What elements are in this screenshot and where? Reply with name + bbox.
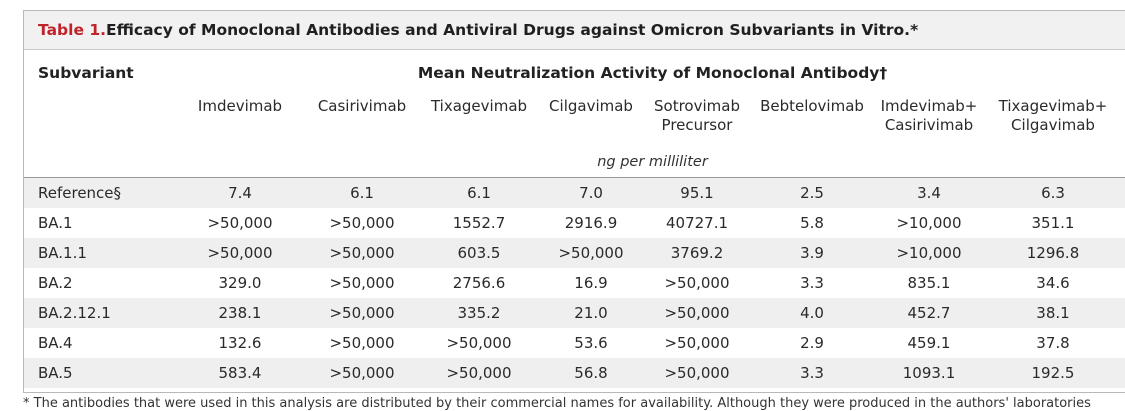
table-cell: >10,000: [896, 244, 962, 262]
column-headers: Imdevimab Casirivimab Tixagevimab Cilgavima…: [24, 97, 1125, 153]
units-label: ng per milliliter: [597, 154, 708, 170]
table-cell: >50,000: [329, 334, 395, 352]
table-cell: 6.1: [467, 184, 491, 202]
row-label: BA.2.12.1: [38, 304, 111, 322]
table-footnote: * The antibodies that were used in this …: [23, 396, 1091, 411]
column-header: Imdevimab: [197, 97, 283, 115]
table-cell: >50,000: [329, 274, 395, 292]
table-cell: >50,000: [329, 244, 395, 262]
table-cell: >50,000: [664, 334, 730, 352]
table-cell: >50,000: [329, 214, 395, 232]
table-cell: 4.0: [800, 304, 824, 322]
table-cell: 132.6: [218, 334, 262, 352]
table-cell: 7.4: [228, 184, 252, 202]
table-cell: 16.9: [574, 274, 608, 292]
table-cell: >50,000: [664, 364, 730, 382]
table-cell: 6.3: [1041, 184, 1065, 202]
row-label: BA.1.1: [38, 244, 87, 262]
table-cell: 335.2: [457, 304, 501, 322]
table-cell: 95.1: [680, 184, 714, 202]
column-header: Cilgavimab: [549, 97, 633, 115]
table-cell: 1552.7: [452, 214, 506, 232]
table-cell: >50,000: [329, 304, 395, 322]
table-cell: 452.7: [907, 304, 951, 322]
table-cell: 5.8: [800, 214, 824, 232]
table-cell: 3769.2: [670, 244, 724, 262]
table-cell: 7.0: [579, 184, 603, 202]
table-cell: >50,000: [446, 364, 512, 382]
table-row: BA.1 >50,000 >50,000 1552.7 2916.9 40727.1 5.8…: [24, 208, 1125, 238]
column-header: Casirivimab: [317, 97, 407, 115]
table-cell: 2916.9: [564, 214, 618, 232]
table-cell: 56.8: [574, 364, 608, 382]
table-cell: 6.1: [350, 184, 374, 202]
table-row: BA.5 583.4 >50,000 >50,000 56.8 >50,000 3.3 109…: [24, 358, 1125, 388]
table-cell: 192.5: [1031, 364, 1075, 382]
table-cell: 2756.6: [452, 274, 506, 292]
table-cell: 329.0: [218, 274, 262, 292]
table-title: Table 1. Efficacy of Monoclonal Antibodi…: [24, 11, 1125, 50]
table-row: BA.2.12.1 238.1 >50,000 335.2 21.0 >50,000 4.0…: [24, 298, 1125, 328]
group-header: Mean Neutralization Activity of Monoclon…: [417, 64, 888, 82]
table-cell: >50,000: [446, 334, 512, 352]
table-cell: >50,000: [664, 274, 730, 292]
table-cell: 40727.1: [665, 214, 729, 232]
table-cell: 3.3: [800, 274, 824, 292]
row-label: BA.5: [38, 364, 73, 382]
table-cell: 583.4: [218, 364, 262, 382]
table-cell: 2.9: [800, 334, 824, 352]
table-number: Table 1.: [38, 21, 107, 39]
table-cell: >10,000: [896, 214, 962, 232]
table-cell: 3.4: [917, 184, 941, 202]
column-header: Bebtelovimab: [760, 97, 864, 115]
table-cell: 459.1: [907, 334, 951, 352]
table-cell: >50,000: [558, 244, 624, 262]
table-cell: 1093.1: [902, 364, 956, 382]
row-label: BA.1: [38, 214, 73, 232]
table-cell: 2.5: [800, 184, 824, 202]
table-row: BA.2 329.0 >50,000 2756.6 16.9 >50,000 3.3 835.…: [24, 268, 1125, 298]
table-row: BA.1.1 >50,000 >50,000 603.5 >50,000 3769.2 3.…: [24, 238, 1125, 268]
table-cell: 21.0: [574, 304, 608, 322]
table-cell: 37.8: [1036, 334, 1070, 352]
row-label: Reference§: [38, 184, 122, 202]
table-cell: 351.1: [1031, 214, 1075, 232]
table-cell: >50,000: [329, 364, 395, 382]
table-title-text: Efficacy of Monoclonal Antibodies and An…: [106, 21, 919, 39]
table-row: BA.4 132.6 >50,000 >50,000 53.6 >50,000 2.9 459…: [24, 328, 1125, 358]
column-header: Sotrovimab Precursor: [654, 97, 740, 134]
table-body: Reference§ 7.4 6.1 6.1 7.0 95.1 2.5 3.4 6.3 BA.1 >…: [24, 178, 1125, 388]
table-cell: 34.6: [1036, 274, 1070, 292]
subvariant-header: Subvariant: [38, 64, 134, 82]
table-frame: Table 1. Efficacy of Monoclonal Antibodi…: [23, 10, 1125, 393]
table-cell: 238.1: [218, 304, 262, 322]
column-header: Imdevimab+ Casirivimab: [880, 97, 978, 134]
table-cell: 3.9: [800, 244, 824, 262]
table-cell: >50,000: [207, 214, 273, 232]
table-cell: 38.1: [1036, 304, 1070, 322]
table-cell: >50,000: [664, 304, 730, 322]
table-cell: 1296.8: [1026, 244, 1080, 262]
table-cell: 603.5: [457, 244, 501, 262]
table-cell: 53.6: [574, 334, 608, 352]
header-divider: [24, 177, 1125, 178]
table-cell: 835.1: [907, 274, 951, 292]
row-label: BA.2: [38, 274, 73, 292]
row-label: BA.4: [38, 334, 73, 352]
column-header: Tixagevimab+ Cilgavimab: [998, 97, 1108, 134]
table-cell: >50,000: [207, 244, 273, 262]
table-row: Reference§ 7.4 6.1 6.1 7.0 95.1 2.5 3.4 6.3: [24, 178, 1125, 208]
table-cell: 3.3: [800, 364, 824, 382]
column-header: Tixagevimab: [430, 97, 528, 115]
